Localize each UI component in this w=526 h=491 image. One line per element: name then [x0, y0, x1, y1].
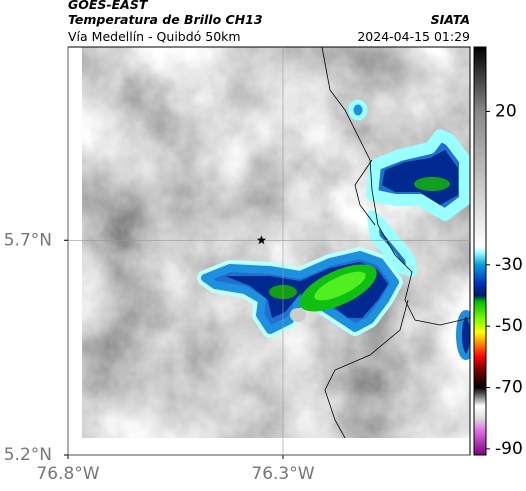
- x-tick-label: 76.8°W: [36, 464, 99, 484]
- colorbar-tick-label: -50: [495, 316, 523, 336]
- source: SIATA: [431, 12, 470, 27]
- timestamp: 2024-04-15 01:29: [357, 29, 470, 44]
- colorbar-tick-label: -70: [495, 378, 523, 398]
- product: Temperatura de Brillo CH13: [68, 12, 263, 27]
- colorbar-tick-label: -30: [495, 255, 523, 275]
- y-tick-label: 5.2°N: [4, 445, 52, 465]
- satellite: GOES-EAST: [68, 0, 149, 12]
- colorbar-tick-label: -90: [495, 439, 523, 459]
- y-tick-label: 5.7°N: [4, 230, 52, 250]
- region: Vía Medellín - Quibdó 50km: [68, 29, 241, 44]
- location-marker: [256, 235, 267, 245]
- x-tick-label: 76.3°W: [251, 464, 314, 484]
- colorbar: [473, 46, 487, 456]
- satellite-image: [82, 47, 470, 438]
- colorbar-tick-label: 20: [495, 101, 517, 121]
